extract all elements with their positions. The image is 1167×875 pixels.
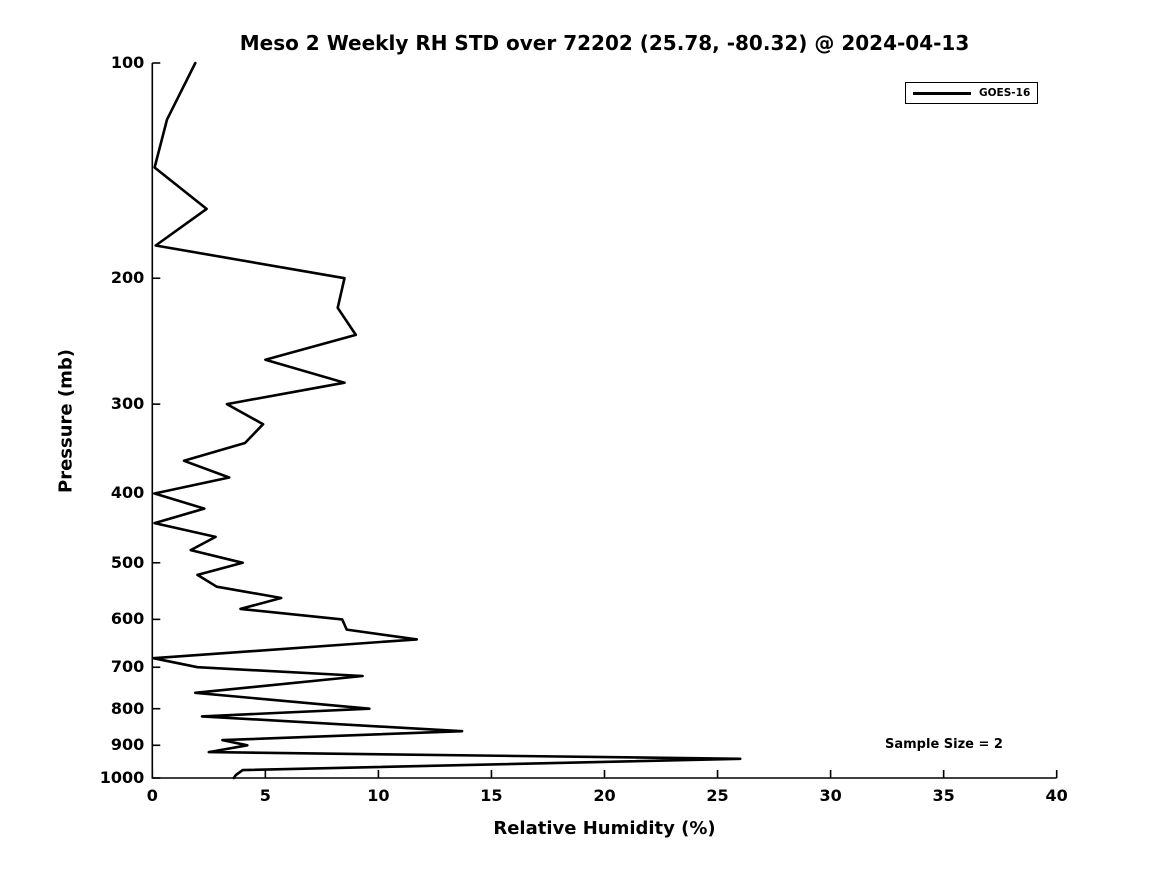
y-tick-label: 700 <box>110 657 145 677</box>
legend: GOES-16 <box>905 82 1038 104</box>
x-axis-label: Relative Humidity (%) <box>493 818 716 839</box>
x-tick-label: 40 <box>1045 786 1068 805</box>
y-tick-label: 900 <box>110 735 145 755</box>
y-tick-label: 500 <box>110 552 145 572</box>
y-tick-label: 1000 <box>99 768 145 787</box>
y-tick-label: 800 <box>110 698 145 718</box>
x-tick-label: 20 <box>593 786 616 805</box>
sample-size-annotation: Sample Size = 2 <box>885 737 1003 752</box>
y-tick-label: 200 <box>110 268 145 288</box>
chart-title: Meso 2 Weekly RH STD over 72202 (25.78, … <box>239 31 970 55</box>
y-tick-label: 400 <box>110 483 145 503</box>
x-tick-label: 5 <box>259 786 271 805</box>
x-tick-label: 25 <box>706 786 729 805</box>
y-tick-label: 100 <box>110 53 145 72</box>
x-tick-label: 35 <box>932 786 955 805</box>
legend-label: GOES-16 <box>979 87 1031 99</box>
x-tick-label: 15 <box>480 786 503 805</box>
legend-line-sample <box>913 91 971 95</box>
x-tick-label: 10 <box>367 786 390 805</box>
y-tick-label: 300 <box>110 394 145 414</box>
x-tick-label: 0 <box>146 786 158 805</box>
x-tick-label: 30 <box>819 786 842 805</box>
data-line-goes-16 <box>152 61 742 780</box>
y-tick-label: 600 <box>110 609 145 629</box>
y-axis-label: Pressure (mb) <box>55 349 77 493</box>
